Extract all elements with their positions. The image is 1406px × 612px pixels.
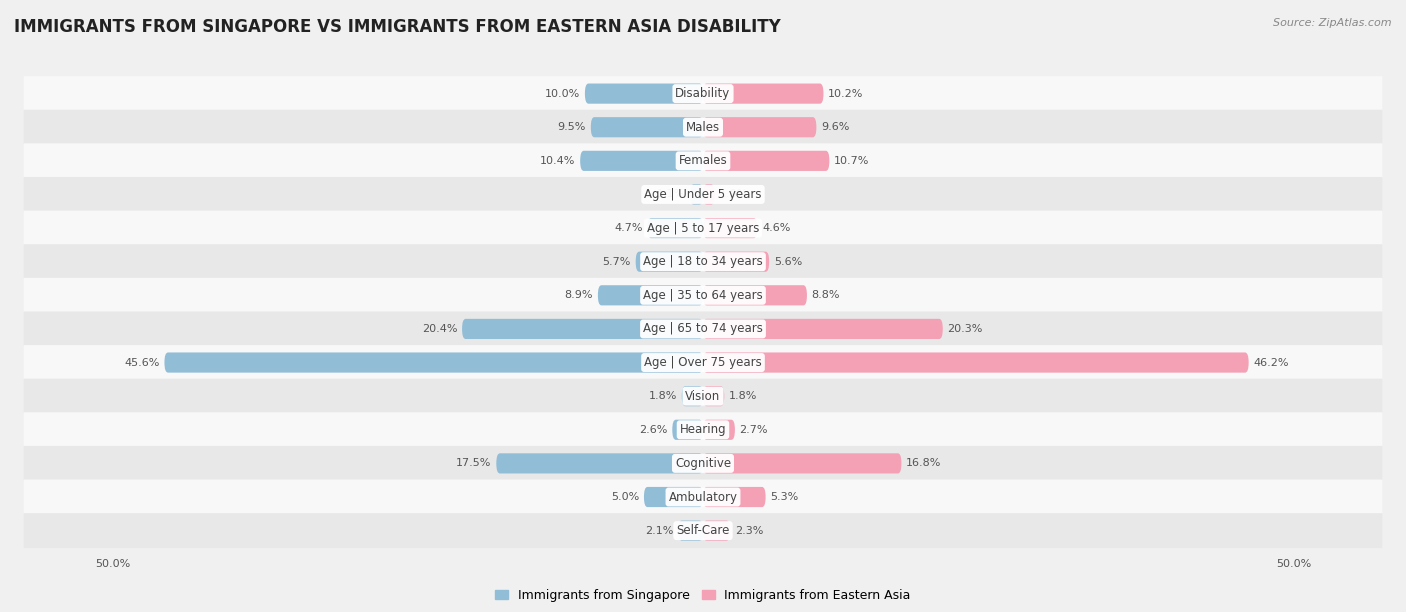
Text: 4.6%: 4.6% — [762, 223, 790, 233]
Text: 10.0%: 10.0% — [546, 89, 581, 99]
Text: 10.4%: 10.4% — [540, 156, 575, 166]
Text: 20.3%: 20.3% — [948, 324, 983, 334]
Text: 46.2%: 46.2% — [1253, 357, 1289, 368]
FancyBboxPatch shape — [496, 453, 703, 474]
FancyBboxPatch shape — [24, 76, 1382, 111]
FancyBboxPatch shape — [703, 453, 901, 474]
FancyBboxPatch shape — [672, 420, 703, 440]
FancyBboxPatch shape — [703, 117, 817, 137]
Text: 2.6%: 2.6% — [640, 425, 668, 435]
Text: 20.4%: 20.4% — [422, 324, 457, 334]
FancyBboxPatch shape — [703, 252, 769, 272]
Text: Self-Care: Self-Care — [676, 524, 730, 537]
FancyBboxPatch shape — [24, 244, 1382, 279]
FancyBboxPatch shape — [591, 117, 703, 137]
FancyBboxPatch shape — [703, 319, 943, 339]
FancyBboxPatch shape — [703, 151, 830, 171]
Text: Age | Over 75 years: Age | Over 75 years — [644, 356, 762, 369]
FancyBboxPatch shape — [24, 143, 1382, 178]
Legend: Immigrants from Singapore, Immigrants from Eastern Asia: Immigrants from Singapore, Immigrants fr… — [495, 589, 911, 602]
FancyBboxPatch shape — [703, 386, 724, 406]
FancyBboxPatch shape — [682, 386, 703, 406]
Text: Males: Males — [686, 121, 720, 134]
FancyBboxPatch shape — [24, 177, 1382, 212]
Text: 8.9%: 8.9% — [565, 290, 593, 300]
Text: Source: ZipAtlas.com: Source: ZipAtlas.com — [1274, 18, 1392, 28]
FancyBboxPatch shape — [24, 278, 1382, 313]
Text: 16.8%: 16.8% — [905, 458, 942, 468]
Text: Age | Under 5 years: Age | Under 5 years — [644, 188, 762, 201]
Text: 2.7%: 2.7% — [740, 425, 768, 435]
Text: 1.0%: 1.0% — [720, 190, 748, 200]
FancyBboxPatch shape — [644, 487, 703, 507]
FancyBboxPatch shape — [678, 521, 703, 541]
Text: 8.8%: 8.8% — [811, 290, 841, 300]
Text: 5.3%: 5.3% — [770, 492, 799, 502]
Text: Age | 18 to 34 years: Age | 18 to 34 years — [643, 255, 763, 268]
Text: 10.7%: 10.7% — [834, 156, 869, 166]
Text: 45.6%: 45.6% — [124, 357, 160, 368]
FancyBboxPatch shape — [24, 412, 1382, 447]
Text: 5.0%: 5.0% — [612, 492, 640, 502]
FancyBboxPatch shape — [24, 211, 1382, 245]
FancyBboxPatch shape — [703, 285, 807, 305]
Text: Vision: Vision — [685, 390, 721, 403]
Text: 10.2%: 10.2% — [828, 89, 863, 99]
Text: 5.7%: 5.7% — [603, 256, 631, 267]
FancyBboxPatch shape — [703, 83, 824, 103]
Text: Hearing: Hearing — [679, 424, 727, 436]
FancyBboxPatch shape — [24, 110, 1382, 144]
FancyBboxPatch shape — [703, 353, 1249, 373]
Text: 4.7%: 4.7% — [614, 223, 643, 233]
FancyBboxPatch shape — [165, 353, 703, 373]
FancyBboxPatch shape — [24, 480, 1382, 515]
Text: 2.3%: 2.3% — [735, 526, 763, 536]
FancyBboxPatch shape — [703, 218, 758, 238]
Text: 1.8%: 1.8% — [728, 391, 758, 401]
FancyBboxPatch shape — [581, 151, 703, 171]
Text: 1.8%: 1.8% — [648, 391, 678, 401]
FancyBboxPatch shape — [690, 184, 703, 204]
FancyBboxPatch shape — [703, 521, 730, 541]
FancyBboxPatch shape — [703, 184, 714, 204]
Text: Age | 65 to 74 years: Age | 65 to 74 years — [643, 323, 763, 335]
Text: Ambulatory: Ambulatory — [668, 490, 738, 504]
FancyBboxPatch shape — [598, 285, 703, 305]
FancyBboxPatch shape — [24, 345, 1382, 380]
Text: Disability: Disability — [675, 87, 731, 100]
Text: 17.5%: 17.5% — [456, 458, 492, 468]
FancyBboxPatch shape — [24, 513, 1382, 548]
Text: Age | 5 to 17 years: Age | 5 to 17 years — [647, 222, 759, 234]
FancyBboxPatch shape — [24, 379, 1382, 414]
Text: 1.1%: 1.1% — [657, 190, 685, 200]
FancyBboxPatch shape — [648, 218, 703, 238]
FancyBboxPatch shape — [585, 83, 703, 103]
Text: IMMIGRANTS FROM SINGAPORE VS IMMIGRANTS FROM EASTERN ASIA DISABILITY: IMMIGRANTS FROM SINGAPORE VS IMMIGRANTS … — [14, 18, 780, 36]
FancyBboxPatch shape — [703, 487, 766, 507]
Text: 9.6%: 9.6% — [821, 122, 849, 132]
Text: 9.5%: 9.5% — [558, 122, 586, 132]
Text: 5.6%: 5.6% — [773, 256, 801, 267]
Text: 2.1%: 2.1% — [645, 526, 673, 536]
FancyBboxPatch shape — [24, 312, 1382, 346]
FancyBboxPatch shape — [636, 252, 703, 272]
FancyBboxPatch shape — [24, 446, 1382, 481]
Text: Females: Females — [679, 154, 727, 167]
FancyBboxPatch shape — [463, 319, 703, 339]
FancyBboxPatch shape — [703, 420, 735, 440]
Text: Cognitive: Cognitive — [675, 457, 731, 470]
Text: Age | 35 to 64 years: Age | 35 to 64 years — [643, 289, 763, 302]
